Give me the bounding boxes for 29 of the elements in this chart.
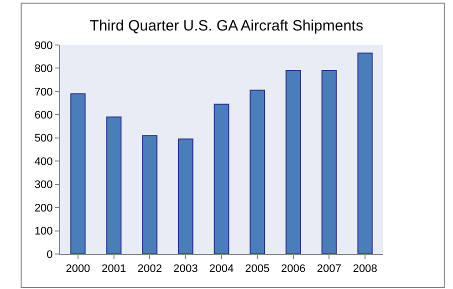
x-tick-label: 2006 (281, 263, 306, 276)
bar (142, 135, 158, 254)
x-tick-label: 2003 (173, 263, 198, 276)
bar (178, 138, 194, 254)
x-tick-label: 2008 (352, 263, 378, 276)
bar (250, 90, 266, 254)
y-tick-label: 500 (34, 132, 53, 145)
chart-title: Third Quarter U.S. GA Aircraft Shipments (90, 18, 364, 35)
x-tick-label: 2001 (102, 263, 126, 276)
y-tick-label: 300 (34, 179, 53, 192)
x-tick-label: 2000 (66, 263, 90, 276)
x-tick-label: 2004 (209, 263, 234, 276)
bar (214, 104, 230, 254)
y-tick-label: 700 (34, 86, 53, 98)
bar (357, 52, 373, 254)
bar (70, 93, 86, 254)
y-tick-label: 100 (34, 226, 53, 238)
x-tick-label: 2005 (245, 263, 270, 276)
y-tick-label: 400 (34, 156, 53, 168)
bar (106, 116, 122, 254)
y-tick-label: 600 (34, 110, 53, 122)
y-tick-label: 800 (34, 63, 53, 76)
y-tick-label: 900 (34, 40, 53, 52)
y-tick-label: 0 (46, 248, 53, 261)
bar (321, 70, 337, 254)
bar (286, 70, 301, 254)
y-tick-label: 200 (34, 202, 53, 214)
x-tick-label: 2002 (137, 263, 162, 276)
x-tick-label: 2007 (316, 263, 342, 276)
